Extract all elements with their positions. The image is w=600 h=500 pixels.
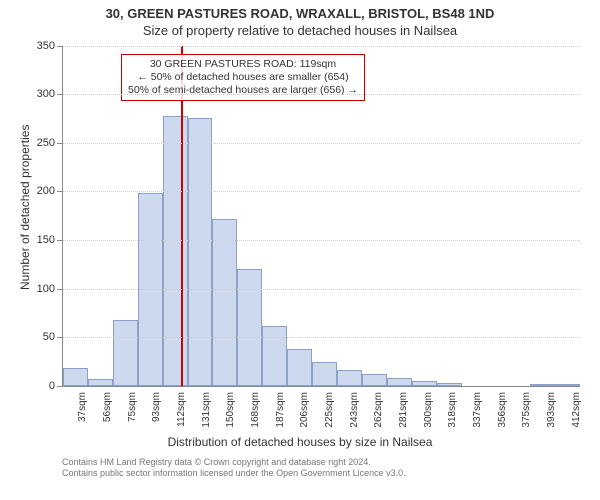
- y-tick-label: 250: [37, 137, 55, 149]
- x-tick-label: 225sqm: [324, 392, 335, 428]
- page-title: 30, GREEN PASTURES ROAD, WRAXALL, BRISTO…: [0, 6, 600, 23]
- x-tick-label: 187sqm: [275, 392, 286, 428]
- y-tick-label: 300: [37, 88, 55, 100]
- histogram-bar: [262, 326, 287, 386]
- histogram-bar: [287, 349, 312, 386]
- x-tick-label: 150sqm: [225, 392, 236, 428]
- gridline: [63, 337, 580, 338]
- y-tick: [57, 386, 63, 387]
- x-axis-label: Distribution of detached houses by size …: [0, 435, 600, 449]
- y-axis-label: Number of detached properties: [18, 125, 32, 290]
- x-tick-label: 131sqm: [201, 392, 212, 428]
- histogram-bar: [530, 384, 555, 386]
- x-tick-label: 281sqm: [398, 392, 409, 428]
- histogram-bar: [412, 381, 437, 386]
- x-tick-label: 337sqm: [472, 392, 483, 428]
- y-tick-label: 50: [43, 331, 55, 343]
- histogram-bar: [362, 374, 387, 386]
- histogram-bar: [437, 383, 462, 386]
- histogram-bar: [237, 269, 262, 386]
- y-tick: [57, 337, 63, 338]
- gridline: [63, 289, 580, 290]
- y-tick-label: 100: [37, 283, 55, 295]
- y-tick-label: 150: [37, 234, 55, 246]
- histogram-bar: [188, 118, 213, 386]
- x-tick-label: 168sqm: [250, 392, 261, 428]
- footer-line2: Contains public sector information licen…: [62, 468, 600, 480]
- histogram-bar: [63, 368, 88, 385]
- histogram-bar: [337, 370, 362, 386]
- x-tick-label: 262sqm: [373, 392, 384, 428]
- x-tick-label: 75sqm: [127, 392, 138, 422]
- page-subtitle: Size of property relative to detached ho…: [0, 23, 600, 40]
- x-tick-label: 300sqm: [423, 392, 434, 428]
- x-tick-label: 412sqm: [571, 392, 582, 428]
- gridline: [63, 240, 580, 241]
- x-tick-label: 93sqm: [151, 392, 162, 422]
- y-tick: [57, 191, 63, 192]
- y-tick: [57, 46, 63, 47]
- gridline: [63, 143, 580, 144]
- x-tick-label: 318sqm: [447, 392, 458, 428]
- histogram-bar: [212, 219, 237, 386]
- x-tick-label: 112sqm: [176, 392, 187, 427]
- y-tick: [57, 94, 63, 95]
- y-tick-label: 350: [37, 40, 55, 52]
- x-tick-label: 356sqm: [497, 392, 508, 428]
- x-tick-label: 56sqm: [102, 392, 113, 422]
- y-tick: [57, 143, 63, 144]
- y-tick-label: 200: [37, 185, 55, 197]
- histogram-bar: [113, 320, 138, 386]
- y-tick: [57, 289, 63, 290]
- gridline: [63, 94, 580, 95]
- gridline: [63, 46, 580, 47]
- x-tick-label: 37sqm: [77, 392, 88, 422]
- histogram-bar: [555, 384, 580, 386]
- x-tick-label: 393sqm: [546, 392, 557, 428]
- histogram-bar: [163, 116, 188, 386]
- annotation-line1: 30 GREEN PASTURES ROAD: 119sqm: [128, 58, 358, 71]
- annotation-line2: ← 50% of detached houses are smaller (65…: [128, 71, 358, 84]
- footer-line1: Contains HM Land Registry data © Crown c…: [62, 457, 600, 469]
- x-tick-label: 375sqm: [521, 392, 532, 428]
- x-tick-label: 206sqm: [299, 392, 310, 428]
- x-tick-label: 243sqm: [349, 392, 360, 428]
- footer: Contains HM Land Registry data © Crown c…: [62, 457, 600, 480]
- y-tick-label: 0: [49, 380, 55, 392]
- histogram-bar: [88, 379, 113, 386]
- y-tick: [57, 240, 63, 241]
- histogram-bar: [312, 362, 337, 386]
- gridline: [63, 191, 580, 192]
- histogram-bar: [387, 378, 412, 386]
- chart-area: 30 GREEN PASTURES ROAD: 119sqm ← 50% of …: [62, 46, 580, 387]
